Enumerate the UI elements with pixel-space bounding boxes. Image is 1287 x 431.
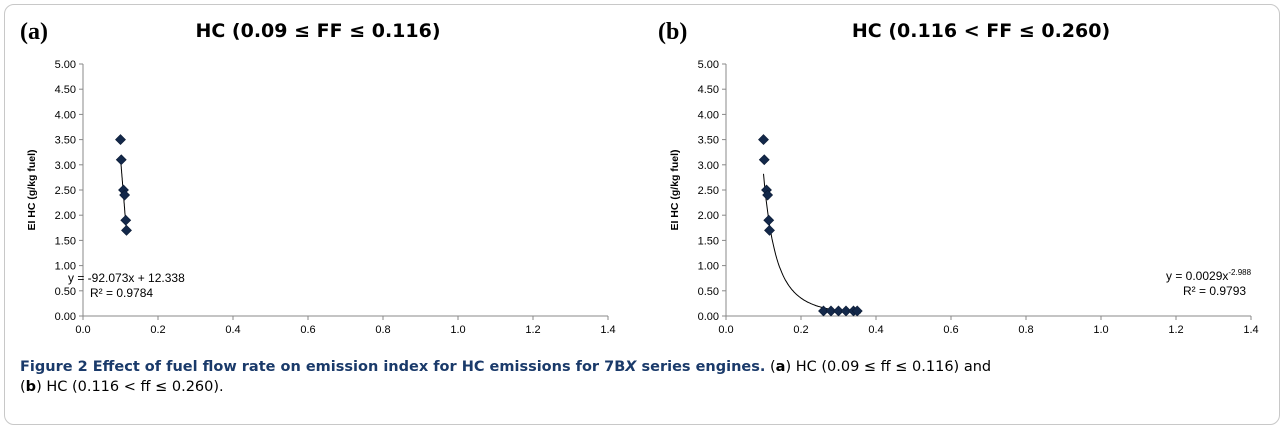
y-tick-label: 4.50 — [55, 84, 76, 96]
y-tick-label: 2.50 — [698, 185, 719, 197]
x-tick-label: 0.6 — [943, 324, 958, 336]
trendline-r2: R² = 0.9784 — [90, 286, 153, 300]
data-point — [851, 305, 863, 317]
data-point — [840, 305, 852, 317]
chart-title: HC (0.09 ≤ FF ≤ 0.116) — [195, 20, 440, 42]
y-tick-label: 1.50 — [55, 235, 76, 247]
caption-title-2: series engines. — [636, 359, 766, 375]
figure-caption: Figure 2 Effect of fuel flow rate on emi… — [20, 357, 1270, 397]
x-tick-label: 0.0 — [75, 324, 90, 336]
chart-title: HC (0.116 < FF ≤ 0.260) — [852, 20, 1110, 42]
y-tick-label: 4.00 — [55, 109, 76, 121]
x-tick-label: 1.4 — [600, 324, 615, 336]
y-tick-label: 1.00 — [55, 261, 76, 273]
caption-title-italic: X — [625, 359, 637, 375]
x-tick-label: 1.0 — [450, 324, 465, 336]
caption-text-2: ) HC (0.09 ≤ ff ≤ 0.116) and — [785, 359, 992, 375]
data-point — [833, 305, 844, 317]
trendline-equation: y = 0.0029x-2.988 — [1166, 268, 1252, 283]
data-point — [119, 189, 131, 201]
y-tick-label: 0.00 — [698, 311, 719, 323]
data-point — [115, 154, 127, 166]
trendline-equation: y = -92.073x + 12.338 — [68, 271, 185, 285]
x-tick-label: 0.4 — [868, 324, 883, 336]
y-tick-label: 3.00 — [55, 160, 76, 172]
x-tick-label: 1.2 — [1168, 324, 1183, 336]
data-point — [818, 305, 829, 317]
data-point — [121, 224, 132, 236]
y-axis-label: EI HC (g/kg fuel) — [26, 149, 38, 230]
y-tick-label: 4.50 — [698, 84, 719, 96]
y-tick-label: 3.00 — [698, 160, 719, 172]
x-tick-label: 0.6 — [300, 324, 315, 336]
y-tick-label: 0.50 — [698, 286, 719, 298]
y-tick-label: 3.50 — [698, 135, 719, 147]
y-tick-label: 5.00 — [55, 59, 76, 71]
y-tick-label: 5.00 — [698, 59, 719, 71]
data-point — [825, 305, 837, 317]
caption-text-1: ( — [765, 359, 776, 375]
y-tick-label: 2.00 — [698, 210, 719, 222]
data-point — [758, 154, 770, 166]
x-tick-label: 1.0 — [1093, 324, 1108, 336]
x-tick-label: 0.8 — [375, 324, 390, 336]
caption-text-3: ( — [20, 379, 26, 395]
x-tick-label: 0.8 — [1018, 324, 1033, 336]
data-point — [758, 134, 769, 146]
y-axis-label: EI HC (g/kg fuel) — [669, 149, 681, 230]
y-tick-label: 4.00 — [698, 109, 719, 121]
chart-panel-a: (a) HC (0.09 ≤ FF ≤ 0.116) 0.00 0.50 1.00 1.5… — [20, 19, 616, 336]
y-tick-label: 2.00 — [55, 210, 76, 222]
caption-text-4: ) HC (0.116 < ff ≤ 0.260). — [36, 379, 224, 395]
x-tick-label: 1.2 — [525, 324, 540, 336]
data-point — [763, 214, 775, 226]
data-point — [762, 189, 774, 201]
data-point — [115, 134, 126, 146]
y-tick-label: 0.00 — [55, 311, 76, 323]
trendline-exponent: -2.988 — [1228, 268, 1251, 277]
x-tick-label: 0.2 — [150, 324, 165, 336]
x-tick-label: 0.0 — [718, 324, 733, 336]
x-tick-label: 1.4 — [1243, 324, 1258, 336]
y-tick-label: 1.50 — [698, 235, 719, 247]
y-tick-label: 1.00 — [698, 261, 719, 273]
caption-title-1: Effect of fuel flow rate on emission ind… — [87, 359, 626, 375]
y-tick-label: 0.50 — [55, 286, 76, 298]
panel-label: (a) — [20, 19, 48, 45]
panel-label: (b) — [658, 19, 687, 45]
figure-frame — [4, 4, 1280, 425]
data-point — [120, 214, 132, 226]
chart-panel-b: (b) HC (0.116 < FF ≤ 0.260) 0.00 0.50 1.00 1.… — [658, 19, 1259, 336]
x-tick-label: 0.2 — [793, 324, 808, 336]
caption-letter-a: a — [775, 359, 786, 375]
trendline-r2: R² = 0.9793 — [1183, 284, 1246, 298]
caption-lead: Figure 2 — [20, 359, 88, 375]
trendline — [763, 173, 862, 314]
data-point — [764, 224, 775, 236]
caption-letter-b: b — [25, 379, 37, 395]
y-tick-label: 2.50 — [55, 185, 76, 197]
y-tick-label: 3.50 — [55, 135, 76, 147]
x-tick-label: 0.4 — [225, 324, 240, 336]
